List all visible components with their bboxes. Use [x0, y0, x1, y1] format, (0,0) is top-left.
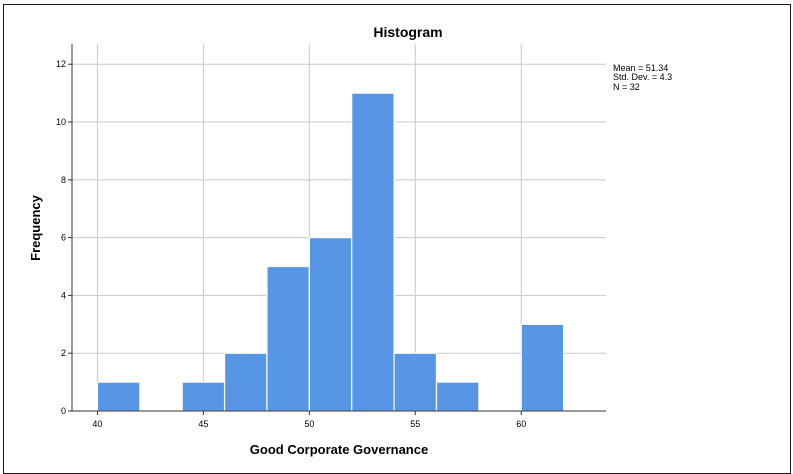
axes: [68, 44, 606, 415]
histogram-bar: [308, 237, 353, 412]
histogram-bar: [266, 265, 310, 412]
stats-mean: Mean = 51.34: [613, 63, 668, 73]
y-tick-label: 8: [61, 175, 66, 185]
stats-n: N = 32: [613, 82, 640, 92]
histogram-bar: [351, 92, 395, 412]
histogram-chart: 0 2 4 6 8 10 12 40 45 50 55 60 Histogram Good Corpo…: [28, 24, 672, 457]
histogram-bar: [520, 323, 565, 412]
tick-labels: 0 2 4 6 8 10 12 40 45 50 55 60: [56, 59, 526, 429]
y-tick-label: 10: [56, 117, 66, 127]
x-tick-label: 55: [410, 419, 420, 429]
x-tick-label: 60: [516, 419, 526, 429]
stats-std-dev: Std. Dev. = 4.3: [613, 72, 672, 82]
histogram-bar: [435, 381, 480, 412]
x-axis-title: Good Corporate Governance: [250, 442, 428, 457]
histogram-bar: [96, 381, 141, 412]
histogram-bars: [96, 92, 565, 412]
x-tick-label: 50: [304, 419, 314, 429]
y-axis-title: Frequency: [28, 194, 43, 261]
y-tick-label: 6: [61, 233, 66, 243]
y-tick-label: 12: [56, 59, 66, 69]
histogram-bar: [223, 352, 268, 412]
y-tick-label: 4: [61, 290, 66, 300]
chart-title: Histogram: [373, 24, 442, 40]
y-tick-label: 0: [61, 406, 66, 416]
x-tick-label: 45: [198, 419, 208, 429]
histogram-bar: [393, 352, 438, 412]
gridlines: [72, 44, 606, 411]
histogram-bar: [181, 381, 226, 412]
y-tick-label: 2: [61, 348, 66, 358]
x-tick-label: 40: [92, 419, 102, 429]
